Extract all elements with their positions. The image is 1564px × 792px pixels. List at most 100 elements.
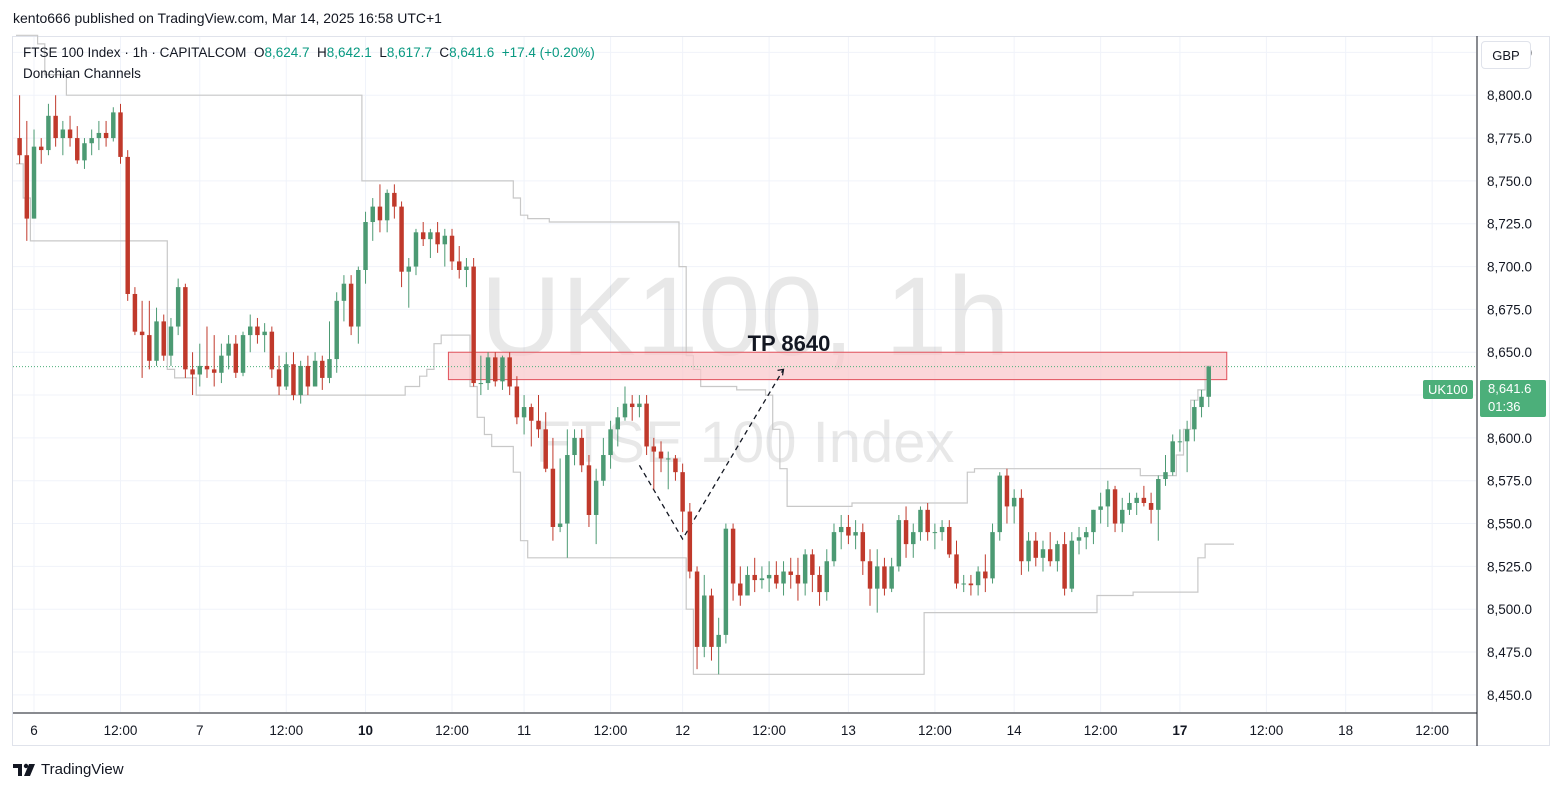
candle-body <box>759 578 765 581</box>
close-label: C <box>439 45 450 60</box>
candle-body <box>536 420 541 430</box>
candle-body <box>644 403 649 447</box>
candle-body <box>269 331 275 370</box>
candle-body <box>1206 366 1211 397</box>
candle-body <box>190 369 195 375</box>
legend-separator: · <box>151 45 156 60</box>
candle-body <box>507 357 512 387</box>
candle-body <box>435 232 440 245</box>
candle-body <box>17 138 22 156</box>
candle-body <box>1069 540 1075 589</box>
currency-button[interactable]: GBP <box>1481 41 1531 69</box>
candle-body <box>262 331 267 336</box>
candle-body <box>1091 509 1096 533</box>
tradingview-logo[interactable]: TradingView <box>13 761 124 778</box>
candle-body <box>687 511 693 572</box>
candle-body <box>500 357 505 382</box>
donchian-upper-line <box>16 34 1213 507</box>
candle-body <box>1011 497 1017 507</box>
candle-body <box>111 112 116 139</box>
time-axis-label: 12:00 <box>269 723 303 738</box>
price-axis-label: 8,450.0 <box>1487 688 1532 703</box>
price-axis-label: 8,750.0 <box>1487 174 1532 189</box>
candle-body <box>67 129 73 139</box>
price-axis-label: 8,500.0 <box>1487 602 1532 617</box>
candle-body <box>1076 537 1082 541</box>
chart-frame[interactable] <box>12 36 1550 746</box>
watermark-description: FTSE 100 Index <box>535 410 954 475</box>
indicator-label[interactable]: Donchian Channels <box>23 66 141 81</box>
high-label: H <box>317 45 327 60</box>
candle-body <box>471 266 476 384</box>
symbol-price-badge: UK100 <box>1423 380 1473 399</box>
candle-body <box>420 232 426 240</box>
candle-body <box>456 261 462 270</box>
candle-body <box>348 283 354 327</box>
candle-body <box>1004 475 1010 507</box>
candle-body <box>975 571 981 586</box>
time-axis-label: 13 <box>841 723 856 738</box>
candle-body <box>413 232 419 267</box>
candle-body <box>392 192 397 207</box>
candle-body <box>1170 441 1175 473</box>
candle-body <box>363 222 368 270</box>
price-axis-label: 8,700.0 <box>1487 260 1532 275</box>
candle-body <box>911 532 916 545</box>
candle-body <box>118 112 123 157</box>
candle-body <box>1156 479 1161 510</box>
candle-body <box>882 566 887 589</box>
candle-body <box>925 509 930 533</box>
candle-body <box>38 146 44 151</box>
candle-body <box>1083 532 1089 538</box>
legend-source: CAPITALCOM <box>159 45 247 60</box>
candle-body <box>673 458 678 473</box>
price-axis-label: 8,725.0 <box>1487 217 1532 232</box>
candle-body <box>1098 506 1103 510</box>
candle-body <box>738 583 743 596</box>
candle-body <box>565 455 570 524</box>
candle-body <box>939 526 945 533</box>
candle-body <box>1163 472 1168 480</box>
candle-body <box>774 574 779 584</box>
time-axis-label: 12:00 <box>1249 723 1283 738</box>
candle-body <box>608 429 613 456</box>
candle-body <box>557 523 563 527</box>
change-value: +17.4 (+0.20%) <box>501 45 595 60</box>
candle-body <box>240 335 246 373</box>
legend-symbol[interactable]: FTSE 100 Index <box>23 45 121 60</box>
candle-body <box>312 360 318 387</box>
candle-body <box>1105 489 1111 507</box>
candle-body <box>903 520 909 545</box>
donchian-lower-line <box>16 163 1234 675</box>
candle-body <box>1141 497 1147 503</box>
candle-body <box>154 321 159 361</box>
candle-body <box>572 437 577 456</box>
candle-body <box>103 132 109 139</box>
legend-interval[interactable]: 1h <box>132 45 148 60</box>
candle-body <box>702 595 707 647</box>
candle-body <box>53 115 58 139</box>
candle-body <box>226 343 231 356</box>
candle-body <box>334 300 339 360</box>
candle-body <box>320 360 325 378</box>
candle-body <box>31 146 37 219</box>
low-label: L <box>379 45 387 60</box>
candle-body <box>579 437 584 466</box>
candle-body <box>1120 509 1125 524</box>
candle-body <box>276 369 282 387</box>
candle-body <box>356 269 361 327</box>
candle-body <box>298 365 303 396</box>
candle-body <box>219 355 224 373</box>
candle-body <box>233 343 239 373</box>
price-axis-label: 8,525.0 <box>1487 559 1532 574</box>
legend-separator: · <box>124 45 129 60</box>
candle-body <box>377 206 383 221</box>
candle-body <box>197 365 203 375</box>
candle-body <box>139 331 145 336</box>
last-price-value: 8,641.6 <box>1488 381 1532 396</box>
candle-body <box>874 566 880 589</box>
candle-body <box>723 528 729 635</box>
candle-body <box>175 287 181 327</box>
tradingview-brand: TradingView <box>41 761 124 778</box>
